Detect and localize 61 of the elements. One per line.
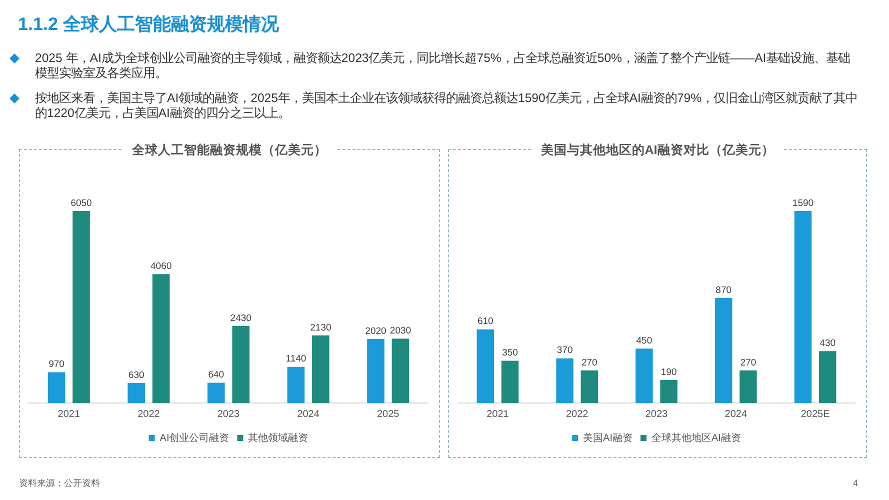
bar [287, 366, 305, 403]
legend-label: 美国AI融资 [583, 432, 633, 444]
text: 4 [852, 478, 858, 488]
bar [818, 351, 836, 403]
x-tick-label: 2025 [376, 408, 400, 420]
legend-label: 全球其他地区AI融资 [652, 432, 741, 444]
bar [367, 338, 384, 403]
data-label: 350 [502, 348, 518, 359]
bar [794, 211, 812, 403]
data-label: 1140 [286, 354, 306, 365]
data-label: 610 [477, 316, 494, 328]
chart-title: 美国与其他地区的AI融资对比（亿美元） [530, 143, 784, 157]
data-label: 430 [820, 338, 836, 349]
x-tick-label: 2021 [58, 408, 80, 420]
bar [636, 348, 653, 403]
data-label: 270 [581, 357, 598, 368]
x-tick-label: 2024 [297, 408, 320, 420]
legend-label: 其他领域融资 [248, 432, 308, 444]
data-label: 4060 [150, 261, 172, 272]
data-label: 2020 [365, 326, 386, 337]
bar [556, 358, 574, 403]
data-label: 370 [556, 345, 573, 356]
data-label: 870 [716, 284, 732, 296]
text: 资料来源：公开资料 [19, 476, 100, 490]
data-label: 970 [48, 359, 64, 370]
data-label: 6050 [70, 198, 92, 209]
x-tick-label: 2021 [486, 408, 510, 420]
bar [740, 370, 757, 403]
x-tick-label: 2022 [566, 408, 589, 420]
data-label: 2130 [310, 322, 332, 334]
data-label: 190 [660, 366, 677, 378]
x-tick-label: 2025E [800, 408, 830, 420]
bar [152, 274, 170, 403]
data-label: 270 [740, 357, 756, 368]
bar [232, 326, 250, 403]
bar [312, 335, 330, 403]
bar [392, 338, 410, 403]
data-label: 2430 [230, 312, 252, 324]
chart-title: 全球人工智能融资规模（亿美元） [122, 143, 337, 157]
bar [501, 360, 519, 403]
x-tick-label: 2023 [645, 408, 668, 420]
data-label: 450 [636, 336, 652, 347]
bar [128, 383, 145, 403]
data-label: 2030 [390, 325, 412, 336]
bar [207, 382, 225, 403]
bar [72, 211, 90, 403]
x-tick-label: 2024 [724, 408, 748, 420]
bar [48, 372, 66, 403]
x-tick-label: 2023 [217, 408, 240, 420]
x-tick-label: 2022 [138, 408, 160, 420]
data-label: 630 [128, 370, 144, 381]
bar [660, 380, 678, 403]
data-label: 1590 [792, 198, 814, 209]
bar [714, 298, 732, 403]
text: 1.1.2 全球人工智能融资规模情况 [18, 13, 280, 36]
data-label: 640 [208, 370, 224, 381]
legend-label: AI创业公司融资 [160, 432, 230, 444]
text: 按地区来看，美国主导了AI领域的融资，2025年，美国本土企业在该领域获得的融资总额达1590亿美元，占全球AI融资的79%，仅旧金山湾区就贡献了其中的1220亿美元，占美国AI融资的四分之三以上。 [35, 91, 859, 121]
bar [476, 329, 494, 403]
text: 2025 年，AI成为全球创业公司融资的主导领域，融资额达2023亿美元，同比增长超75%，占全球总融资近50%，涵盖了整个产业链——AI基础设施、基础模型实验室及各类应用。 [35, 51, 852, 81]
bar [580, 370, 598, 403]
